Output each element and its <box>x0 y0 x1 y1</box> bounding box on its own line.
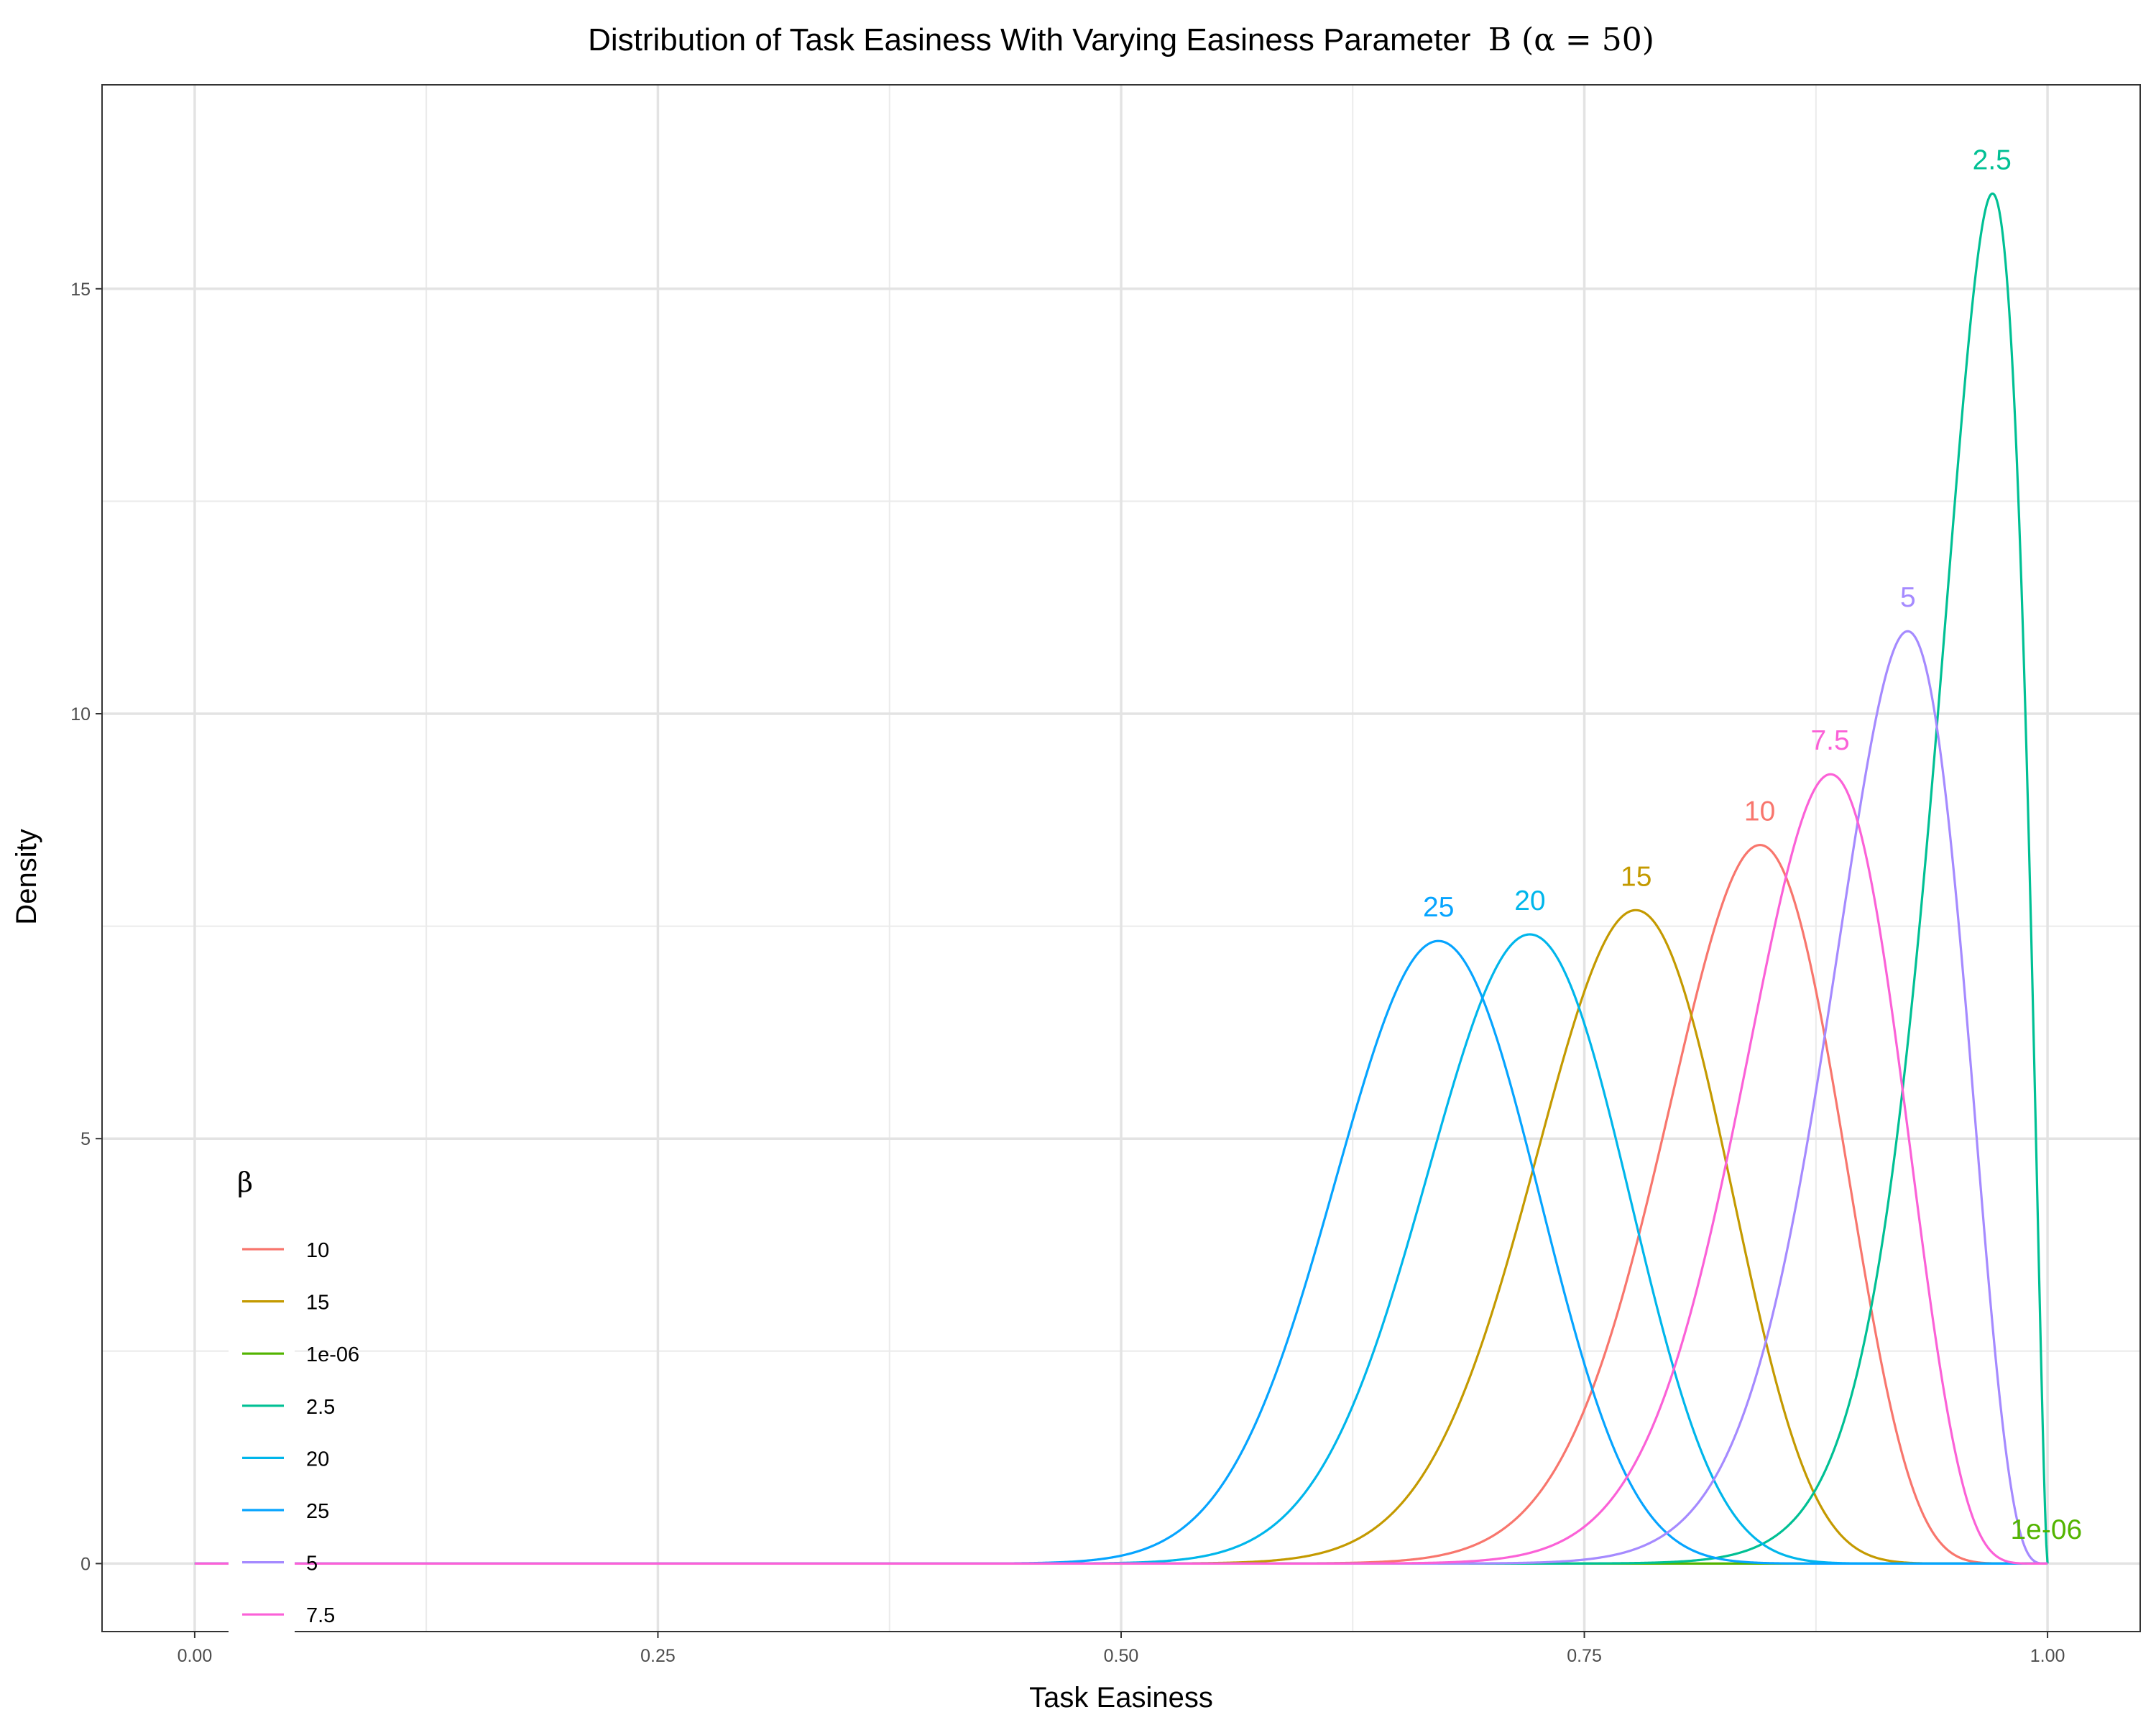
density-curves <box>194 192 2049 1565</box>
legend: β 10 15 1e-06 2.5 20 25 5 7.5 <box>229 1150 359 1646</box>
legend-items: 10 15 1e-06 2.5 20 25 5 7.5 <box>242 1239 359 1627</box>
x-tick-label: 0.00 <box>178 1646 213 1666</box>
legend-label: 2.5 <box>306 1396 335 1419</box>
peak-label-10: 10 <box>1744 796 1775 827</box>
peak-label-15: 15 <box>1621 861 1651 892</box>
series-line-7-5 <box>194 773 2048 1565</box>
x-axis: 0.00 0.25 0.50 0.75 1.00 <box>178 1632 2065 1666</box>
legend-label: 15 <box>306 1292 329 1315</box>
legend-label: 20 <box>306 1448 329 1471</box>
legend-label: 25 <box>306 1500 329 1523</box>
peak-label-25: 25 <box>1423 892 1454 923</box>
chart-title-symbol: Β (α = 50) <box>1488 22 1654 58</box>
x-axis-title: Task Easiness <box>1029 1682 1213 1714</box>
legend-label: 7.5 <box>306 1604 335 1627</box>
y-tick-label: 15 <box>70 280 91 300</box>
peak-label-2-5: 2.5 <box>1973 144 2012 175</box>
peak-labels: 10 15 1e-06 2.5 20 25 5 7.5 <box>1423 144 2082 1545</box>
x-tick-label: 0.75 <box>1567 1646 1602 1666</box>
y-axis: 0 5 10 15 <box>70 280 102 1574</box>
chart-title-text: Distribution of Task Easiness With Varyi… <box>588 22 1470 58</box>
legend-title: β <box>237 1167 253 1198</box>
legend-label: 5 <box>306 1552 318 1576</box>
x-tick-label: 0.25 <box>640 1646 676 1666</box>
y-axis-title: Density <box>11 829 42 924</box>
y-tick-label: 10 <box>70 704 91 724</box>
peak-label-5: 5 <box>1900 582 1916 613</box>
y-tick-label: 5 <box>80 1129 91 1149</box>
legend-label: 1e-06 <box>306 1343 359 1366</box>
chart-title: Distribution of Task Easiness With Varyi… <box>588 22 1654 58</box>
peak-label-7-5: 7.5 <box>1810 725 1849 756</box>
legend-background <box>229 1150 295 1646</box>
x-tick-label: 1.00 <box>2030 1646 2065 1666</box>
y-tick-label: 0 <box>80 1554 91 1574</box>
legend-label: 10 <box>306 1239 329 1262</box>
peak-label-1e-06: 1e-06 <box>2010 1514 2082 1545</box>
x-tick-label: 0.50 <box>1104 1646 1139 1666</box>
grid-major <box>102 85 2140 1632</box>
peak-label-20: 20 <box>1514 886 1545 916</box>
